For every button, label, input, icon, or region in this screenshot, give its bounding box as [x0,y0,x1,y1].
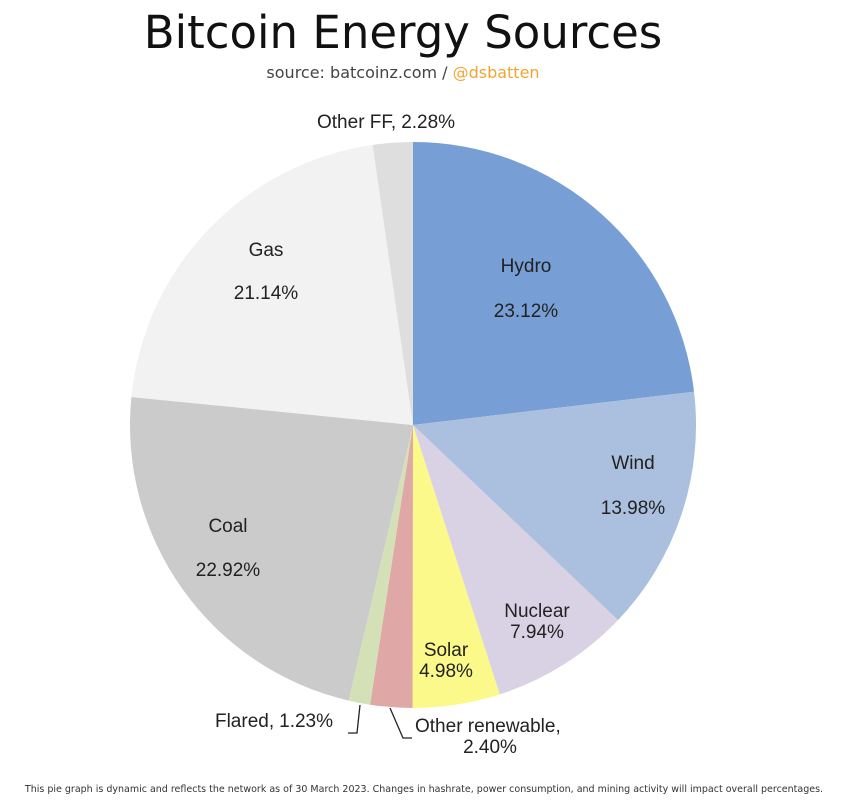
slice-label: Hydro [501,256,552,277]
footnote: This pie graph is dynamic and reflects t… [24,784,823,795]
source: source: batcoinz.com / [266,63,448,82]
slice-label: Nuclear [504,601,570,622]
value-label: 1.23% [279,711,333,732]
leader-line [389,707,412,739]
chart-subtitle: source: batcoinz.com / @dsbatten [266,63,539,82]
category: Flared [215,711,269,732]
slice-label: Other renewable, [415,716,561,737]
slice-label: Wind [611,453,654,474]
slice [413,425,619,695]
category: Other renewable [415,716,555,737]
value-label: 13.98% [601,498,666,519]
value-label: 22.92% [196,560,261,581]
slice [131,144,413,426]
leader-line [348,704,361,734]
slice [372,142,413,425]
value-label: 2.40% [463,737,517,758]
value-label: 2.28% [401,112,455,133]
value-label: 7.94% [510,622,564,643]
slice-label: Flared, 1.23% [215,711,333,732]
handle: @dsbatten [453,63,540,82]
slice [413,142,695,425]
separator: , [269,711,274,732]
chart-title: Bitcoin Energy Sources [144,6,662,59]
value-label: 4.98% [419,661,473,682]
slice [348,425,413,705]
separator: , [555,716,560,737]
value-label: 23.12% [494,301,559,322]
slice-label: Coal [208,516,247,537]
pie [129,142,696,708]
separator: , [391,112,396,133]
slice-label: Solar [424,640,469,661]
slice [412,425,500,708]
slice [413,391,696,621]
category: Other FF [317,112,392,133]
slice-label: Other FF, 2.28% [317,112,455,133]
value-label: 21.14% [234,283,299,304]
slice-label: Gas [249,240,284,261]
slice [129,396,413,701]
slice [370,425,413,708]
